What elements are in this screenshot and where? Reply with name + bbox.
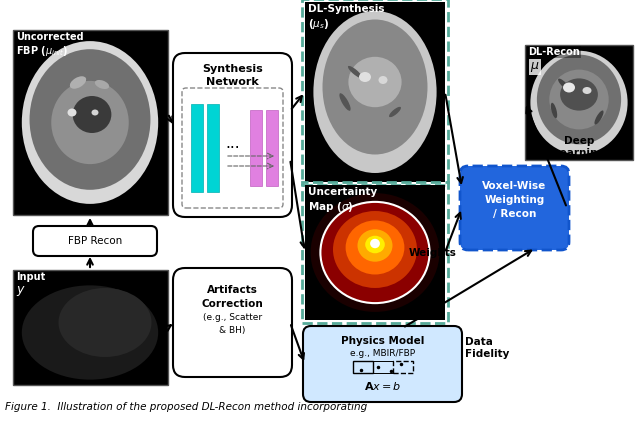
Text: e.g., MBIR/FBP: e.g., MBIR/FBP	[350, 348, 415, 357]
Bar	[392, 361, 413, 373]
Ellipse shape	[346, 221, 404, 274]
Bar	[305, 185, 445, 320]
Text: Synthesis: Synthesis	[202, 64, 263, 74]
Text: Voxel-Wise: Voxel-Wise	[483, 181, 547, 191]
Ellipse shape	[348, 57, 402, 107]
Ellipse shape	[358, 229, 392, 262]
Ellipse shape	[343, 257, 367, 277]
Ellipse shape	[67, 109, 77, 116]
Ellipse shape	[51, 81, 129, 164]
Ellipse shape	[537, 55, 621, 144]
FancyArrowPatch shape	[405, 250, 531, 327]
Text: Uncertainty: Uncertainty	[308, 187, 377, 197]
FancyArrowPatch shape	[445, 95, 463, 183]
FancyBboxPatch shape	[460, 166, 569, 250]
FancyBboxPatch shape	[173, 53, 292, 217]
Bar	[207, 104, 219, 192]
Ellipse shape	[72, 96, 111, 133]
FancyBboxPatch shape	[33, 226, 157, 256]
FancyBboxPatch shape	[303, 326, 462, 402]
Ellipse shape	[314, 11, 436, 173]
Ellipse shape	[582, 87, 591, 94]
Bar	[302, 182, 448, 323]
FancyArrowPatch shape	[291, 325, 304, 359]
Bar	[302, 0, 448, 185]
Text: Weighting: Weighting	[484, 195, 545, 205]
Bar	[305, 2, 445, 182]
Ellipse shape	[321, 202, 429, 303]
Text: Deep
Learning: Deep Learning	[553, 136, 605, 158]
Text: Data
Fidelity: Data Fidelity	[465, 337, 509, 359]
Ellipse shape	[310, 193, 440, 312]
FancyArrowPatch shape	[291, 162, 306, 248]
Ellipse shape	[365, 236, 385, 253]
Text: ($\mu_s$): ($\mu_s$)	[308, 17, 330, 31]
Ellipse shape	[92, 109, 99, 115]
Ellipse shape	[22, 41, 158, 204]
Ellipse shape	[58, 288, 152, 357]
Ellipse shape	[595, 110, 604, 124]
Bar	[250, 109, 262, 186]
Text: Correction: Correction	[202, 299, 264, 309]
Text: Network: Network	[206, 77, 259, 87]
Text: & BH): & BH)	[220, 325, 246, 334]
FancyArrowPatch shape	[168, 116, 173, 123]
FancyArrowPatch shape	[292, 96, 302, 109]
Text: Figure 1.  Illustration of the proposed DL-Recon method incorporating: Figure 1. Illustration of the proposed D…	[5, 402, 367, 412]
Bar	[525, 45, 633, 160]
FancyArrowPatch shape	[164, 325, 171, 331]
FancyArrowPatch shape	[446, 213, 461, 250]
Ellipse shape	[323, 20, 428, 155]
Text: $y$: $y$	[17, 284, 26, 298]
Ellipse shape	[378, 76, 387, 84]
FancyArrowPatch shape	[87, 259, 93, 267]
Ellipse shape	[333, 211, 417, 288]
Text: / Recon: / Recon	[493, 209, 536, 219]
Text: (e.g., Scatter: (e.g., Scatter	[203, 314, 262, 322]
Bar	[191, 104, 203, 192]
Text: Artifacts: Artifacts	[207, 285, 258, 295]
Ellipse shape	[22, 285, 158, 380]
Ellipse shape	[29, 49, 150, 190]
Ellipse shape	[95, 80, 109, 89]
Ellipse shape	[549, 69, 609, 130]
Text: DL-Recon: DL-Recon	[528, 47, 580, 57]
Text: Uncorrected: Uncorrected	[17, 32, 84, 42]
Text: $\mu$: $\mu$	[530, 60, 540, 74]
FancyArrowPatch shape	[87, 220, 93, 226]
FancyBboxPatch shape	[173, 268, 292, 377]
Bar	[13, 270, 168, 385]
Bar	[353, 361, 372, 373]
Ellipse shape	[389, 107, 401, 117]
Bar	[266, 109, 278, 186]
Ellipse shape	[558, 78, 570, 90]
Text: Weights: Weights	[409, 248, 457, 257]
Text: Physics Model: Physics Model	[341, 336, 424, 346]
Text: FBP ($\mu_{init}$): FBP ($\mu_{init}$)	[17, 44, 68, 58]
Text: Input: Input	[17, 272, 45, 282]
Text: DL-Synthesis: DL-Synthesis	[308, 4, 385, 14]
Text: FBP Recon: FBP Recon	[68, 236, 122, 246]
Ellipse shape	[70, 76, 86, 89]
Text: ···: ···	[225, 141, 240, 155]
FancyArrowPatch shape	[526, 107, 566, 205]
Ellipse shape	[531, 51, 628, 154]
Ellipse shape	[563, 83, 575, 92]
Ellipse shape	[370, 239, 380, 248]
Ellipse shape	[560, 78, 598, 111]
Text: $\mathbf{A}\mathit{x}=\mathit{b}$: $\mathbf{A}\mathit{x}=\mathit{b}$	[364, 380, 401, 392]
Bar	[13, 30, 168, 215]
Ellipse shape	[348, 66, 362, 78]
Ellipse shape	[339, 93, 351, 111]
Text: Map ($\sigma$): Map ($\sigma$)	[308, 200, 353, 214]
Ellipse shape	[382, 256, 404, 273]
Ellipse shape	[551, 103, 557, 118]
Ellipse shape	[359, 72, 371, 82]
